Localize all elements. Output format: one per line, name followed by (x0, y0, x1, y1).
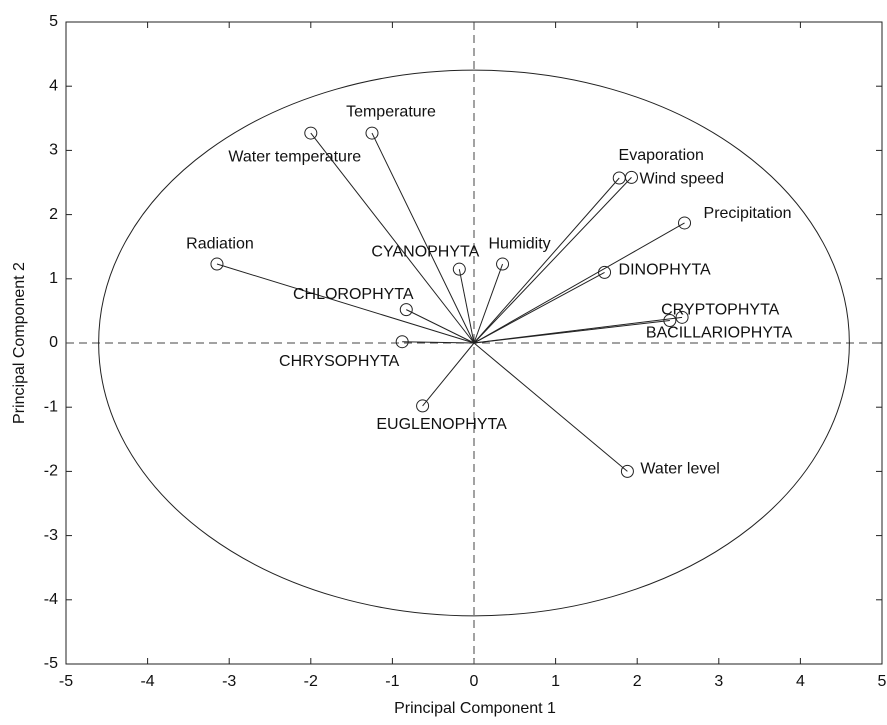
correlation-ellipse (98, 69, 850, 617)
point-label: Evaporation (619, 147, 704, 164)
point-marker (395, 335, 409, 349)
y-tick-label: 1 (49, 270, 58, 287)
point-label: Wind speed (639, 171, 724, 188)
x-tick-label: -4 (140, 673, 154, 690)
loading-vector (310, 132, 475, 344)
point-marker (624, 170, 638, 184)
loading-vector (422, 342, 475, 407)
y-axis-label: Principal Component 2 (11, 262, 28, 424)
y-tick-label: -5 (44, 655, 58, 672)
point-label: CRYPTOPHYTA (661, 302, 780, 319)
loading-vector (473, 263, 504, 344)
x-tick-label: 4 (796, 673, 805, 690)
point-label: Radiation (186, 235, 254, 252)
point-marker (678, 216, 692, 230)
loading-vector (473, 342, 628, 472)
loading-vector (473, 271, 605, 344)
point-label: BACILLARIOPHYTA (646, 325, 793, 342)
point-marker (452, 262, 466, 276)
y-tick-label: -1 (44, 398, 58, 415)
point-label: Temperature (346, 103, 436, 120)
point-label: CYANOPHYTA (371, 243, 479, 260)
loading-vector (473, 177, 632, 344)
x-tick-label: 2 (633, 673, 642, 690)
x-tick-label: 5 (878, 673, 887, 690)
y-tick-label: -4 (44, 591, 58, 608)
y-tick-label: 2 (49, 206, 58, 223)
loading-vector (473, 320, 670, 344)
point-label: CHRYSOPHYTA (279, 353, 400, 370)
point-label: DINOPHYTA (619, 262, 711, 279)
y-tick-label: -2 (44, 463, 58, 480)
x-tick-label: 1 (551, 673, 560, 690)
point-marker (663, 314, 677, 328)
x-tick-label: 0 (470, 673, 479, 690)
y-tick-label: -3 (44, 527, 58, 544)
y-tick-label: 4 (49, 77, 58, 94)
point-marker (365, 126, 379, 140)
point-marker (304, 126, 318, 140)
loading-vector (216, 263, 475, 344)
y-tick-label: 5 (49, 13, 58, 30)
point-marker (620, 464, 634, 478)
x-tick-label: -2 (304, 673, 318, 690)
point-label: Water level (640, 461, 719, 478)
point-label: CHLOROPHYTA (293, 286, 414, 303)
x-tick-label: 3 (714, 673, 723, 690)
point-marker (496, 257, 510, 271)
loading-vector (458, 269, 475, 344)
point-marker (416, 399, 430, 413)
x-tick-label: -5 (59, 673, 73, 690)
x-tick-label: -3 (222, 673, 236, 690)
point-label: Humidity (488, 235, 550, 252)
y-tick-label: 3 (49, 142, 58, 159)
point-marker (399, 303, 413, 317)
loading-vector (371, 132, 475, 344)
point-label: Water temperature (228, 148, 361, 165)
loading-vector (402, 341, 475, 344)
x-tick-label: -1 (385, 673, 399, 690)
point-marker (675, 310, 689, 324)
point-marker (598, 265, 612, 279)
loading-vector (473, 222, 685, 344)
y-tick-label: 0 (49, 334, 58, 351)
point-label: Precipitation (704, 205, 792, 222)
loading-vector (406, 309, 475, 344)
loading-vector (473, 177, 620, 344)
point-label: EUGLENOPHYTA (376, 416, 507, 433)
point-marker (210, 257, 224, 271)
x-axis-label: Principal Component 1 (394, 700, 556, 717)
